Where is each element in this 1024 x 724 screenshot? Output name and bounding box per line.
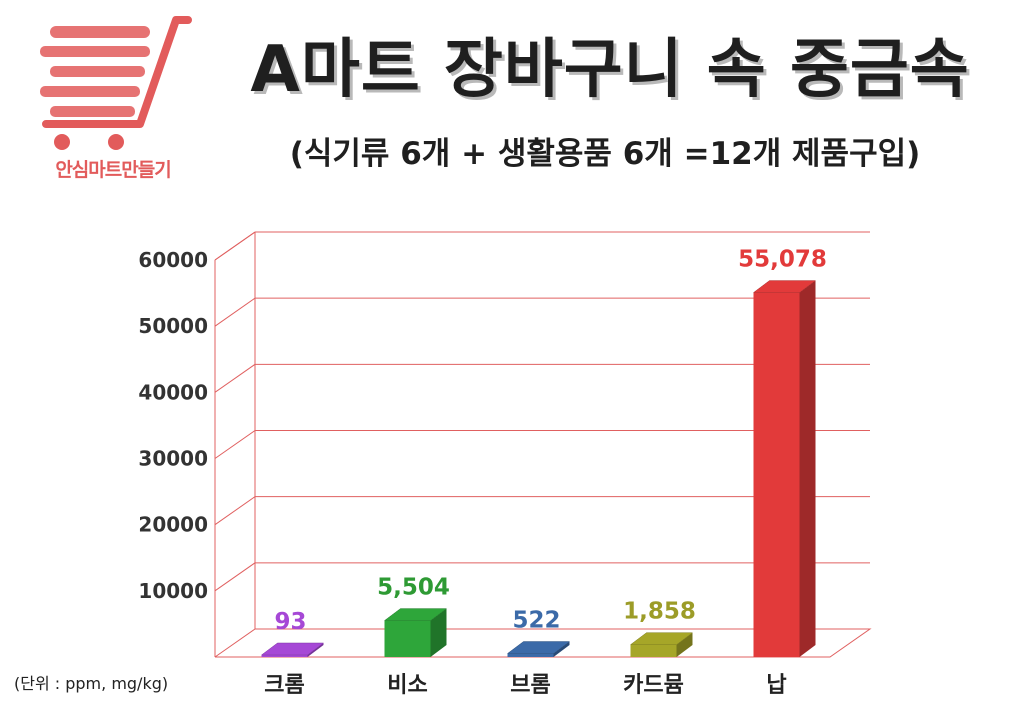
gridline-diagonal	[214, 363, 256, 393]
data-label: 1,858	[623, 599, 696, 625]
unit-note: (단위 : ppm, mg/kg)	[14, 674, 169, 693]
y-tick-label: 20000	[138, 513, 208, 537]
bar-top	[506, 641, 571, 654]
y-tick-label: 10000	[138, 579, 208, 603]
y-tick-label: 40000	[138, 380, 208, 404]
bar-front	[753, 292, 800, 657]
shopping-cart-icon	[40, 16, 192, 150]
logo-text: 안심마트만들기	[55, 159, 171, 181]
gridline-diagonal	[214, 297, 256, 327]
bar-side	[553, 641, 570, 657]
data-label: 5,504	[377, 575, 450, 601]
bar-top	[629, 632, 694, 645]
bar-front	[384, 620, 431, 657]
x-tick-label: 카드뮴	[623, 673, 684, 698]
x-tick-label: 크롬	[264, 673, 304, 698]
gridline-diagonal	[214, 430, 256, 459]
data-label: 55,078	[738, 247, 827, 273]
y-tick-label: 50000	[138, 314, 208, 338]
x-tick-label: 비소	[387, 673, 427, 698]
data-label: 522	[512, 608, 560, 634]
bar-side	[676, 632, 693, 657]
gridline-diagonal	[214, 562, 256, 592]
bar-side	[307, 643, 324, 657]
chart-floor	[214, 628, 872, 658]
bar-side	[799, 280, 816, 657]
bar-top	[260, 642, 325, 656]
bar-side	[430, 608, 447, 657]
bar-front	[261, 655, 308, 657]
x-tick-label: 브롬	[510, 673, 550, 698]
bar-top	[383, 608, 448, 621]
y-tick-label: 30000	[138, 447, 208, 471]
gridline-diagonal	[214, 231, 256, 261]
data-label: 93	[274, 609, 306, 635]
y-tick-label: 60000	[138, 248, 208, 272]
bar-front	[630, 644, 677, 657]
page-subtitle: (식기류 6개 + 생활용품 6개 =12개 제품구입)	[289, 136, 921, 172]
page-title: A마트 장바구니 속 중금속	[250, 33, 970, 107]
bar-top	[752, 280, 817, 293]
bar-front	[507, 653, 554, 657]
x-tick-label: 납	[766, 673, 786, 698]
gridline-diagonal	[214, 496, 256, 526]
